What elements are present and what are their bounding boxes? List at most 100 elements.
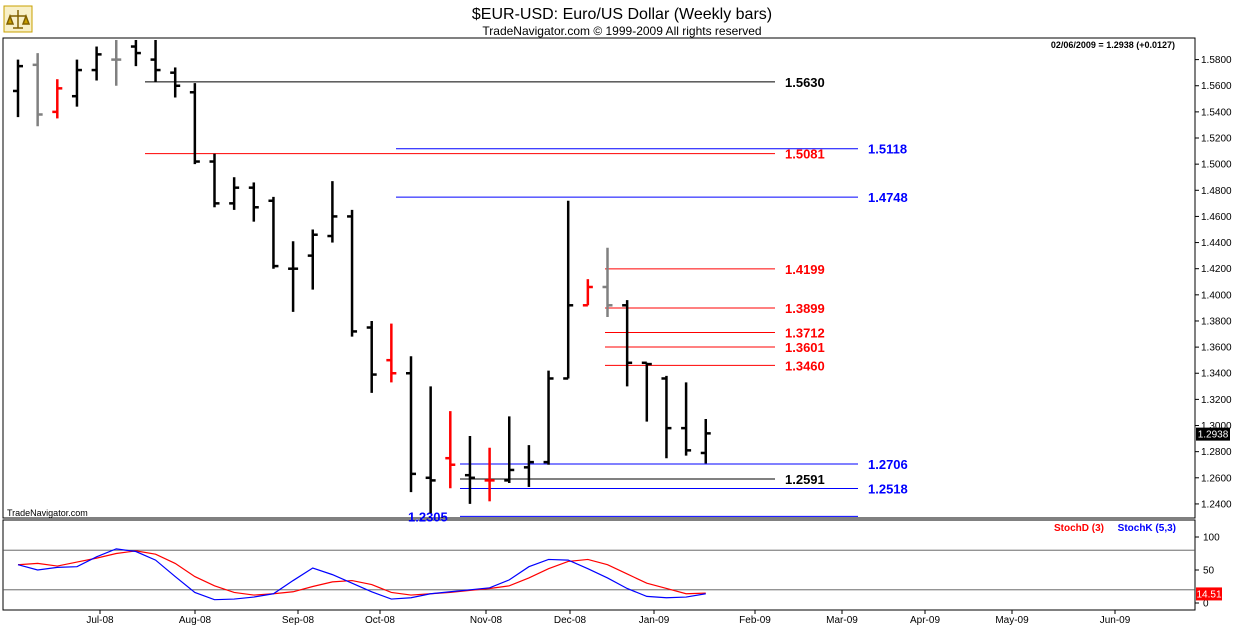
price-tick-label: 1.3200 (1201, 395, 1232, 406)
level-label: 1.3899 (785, 301, 825, 316)
ohlc-bar (543, 370, 554, 465)
price-readout: 02/06/2009 = 1.2938 (+0.0127) (1051, 40, 1175, 50)
ohlc-bar (602, 247, 613, 318)
level-label: 1.5081 (785, 147, 825, 162)
price-bars (13, 40, 711, 514)
ohlc-bar (13, 59, 23, 118)
level-label: 1.4199 (785, 262, 825, 277)
price-panel (2, 37, 1196, 519)
x-axis: Jul-08 Aug-08 Sep-08 Oct-08 Nov-08 Dec-08 Jan-… (86, 610, 1131, 626)
level-label: 1.2591 (785, 472, 825, 487)
ohlc-bar (71, 59, 82, 107)
legend-stochk: StochK (5,3) (1118, 523, 1176, 534)
level-label: 1.5118 (868, 142, 907, 157)
x-tick-label: Mar-09 (826, 615, 858, 626)
ohlc-bar (464, 435, 475, 504)
price-tick-label: 1.5400 (1201, 107, 1232, 118)
ohlc-bar (366, 320, 377, 393)
ohlc-bar (386, 323, 397, 383)
stoch-last-tag: 14.51 (1196, 587, 1222, 601)
price-tick-label: 1.3000 (1201, 421, 1232, 432)
stoch-tick-label: 0 (1203, 599, 1209, 610)
x-tick-label: Jan-09 (639, 615, 670, 626)
ohlc-bar (288, 241, 299, 312)
ohlc-bar (641, 361, 652, 422)
stoch-lines (17, 548, 706, 601)
level-label: 1.3712 (785, 325, 825, 340)
chart-subtitle: TradeNavigator.com © 1999-2009 All right… (482, 24, 761, 38)
stoch-series-line (17, 548, 706, 601)
level-label: 1.2305 (408, 509, 448, 524)
ohlc-bar (504, 416, 515, 484)
ohlc-bar (347, 209, 358, 337)
app-logo (3, 5, 33, 33)
price-tick-label: 1.2400 (1201, 499, 1232, 510)
ohlc-bar (52, 79, 63, 119)
x-tick-label: Feb-09 (739, 615, 771, 626)
price-tick-label: 1.5800 (1201, 55, 1232, 66)
ohlc-bar (248, 182, 259, 222)
ohlc-bar (563, 200, 574, 380)
x-tick-label: Jun-09 (1100, 615, 1131, 626)
x-tick-label: Oct-08 (365, 615, 395, 626)
chart-title: $EUR-USD: Euro/US Dollar (Weekly bars) (472, 6, 772, 23)
level-label: 1.5630 (785, 75, 825, 90)
legend-stochd: StochD (3) (1054, 523, 1104, 534)
ohlc-bar (523, 445, 534, 487)
stoch-tick-label: 100 (1203, 533, 1220, 544)
level-label: 1.2706 (868, 457, 908, 472)
price-tick-label: 1.5000 (1201, 160, 1232, 171)
ohlc-bar (307, 229, 318, 290)
price-axis: 1.2400 1.2600 1.2800 1.3000 1.3200 1.3400 1.36… (1195, 55, 1232, 510)
ohlc-bar (484, 447, 495, 502)
last-price-label: 1.2938 (1198, 430, 1229, 441)
price-tick-label: 1.2800 (1201, 447, 1232, 458)
x-tick-label: May-09 (995, 615, 1029, 626)
ohlc-bar (91, 46, 102, 81)
ohlc-bar (582, 279, 593, 307)
ohlc-bar (622, 300, 633, 387)
ohlc-bar (327, 181, 338, 243)
ohlc-bar (170, 67, 181, 98)
x-tick-label: Apr-09 (910, 615, 940, 626)
ohlc-bar (681, 382, 692, 456)
price-tick-label: 1.5200 (1201, 134, 1232, 145)
last-price-tag: 1.2938 (1196, 427, 1230, 441)
ohlc-bar (425, 386, 436, 514)
ohlc-bar (32, 53, 43, 127)
price-tick-label: 1.4200 (1201, 264, 1232, 275)
ohlc-bar (209, 153, 220, 208)
x-tick-label: Nov-08 (470, 615, 503, 626)
price-tick-label: 1.3800 (1201, 316, 1232, 327)
stoch-last-label: 14.51 (1196, 589, 1221, 600)
ohlc-bar (130, 40, 141, 67)
ohlc-bar (111, 40, 122, 86)
stoch-axis: 0 50 100 (3, 533, 1220, 610)
ohlc-bar (189, 83, 200, 165)
level-label: 1.3601 (785, 340, 825, 355)
x-tick-label: Jul-08 (86, 615, 114, 626)
price-tick-label: 1.4800 (1201, 186, 1232, 197)
price-tick-label: 1.3400 (1201, 369, 1232, 380)
ohlc-bar (229, 177, 240, 210)
price-tick-label: 1.3600 (1201, 343, 1232, 354)
ohlc-bar (406, 356, 416, 493)
level-label: 1.2518 (868, 482, 908, 497)
x-tick-label: Sep-08 (282, 615, 315, 626)
x-tick-label: Dec-08 (554, 615, 587, 626)
stoch-tick-label: 50 (1203, 566, 1215, 577)
price-tick-label: 1.5600 (1201, 81, 1232, 92)
price-tick-label: 1.4600 (1201, 212, 1232, 223)
ohlc-bar (445, 411, 456, 489)
ohlc-bar (661, 375, 672, 459)
level-label: 1.3460 (785, 358, 825, 373)
watermark: TradeNavigator.com (7, 508, 88, 518)
ohlc-bar (268, 196, 279, 269)
x-tick-label: Aug-08 (179, 615, 212, 626)
price-tick-label: 1.4400 (1201, 238, 1232, 249)
price-tick-label: 1.2600 (1201, 473, 1232, 484)
level-label: 1.4748 (868, 190, 908, 205)
levels: 1.5630 1.5118 1.5081 1.4748 1.4199 1.3899 1.37… (145, 75, 908, 524)
ohlc-bar (150, 40, 161, 82)
